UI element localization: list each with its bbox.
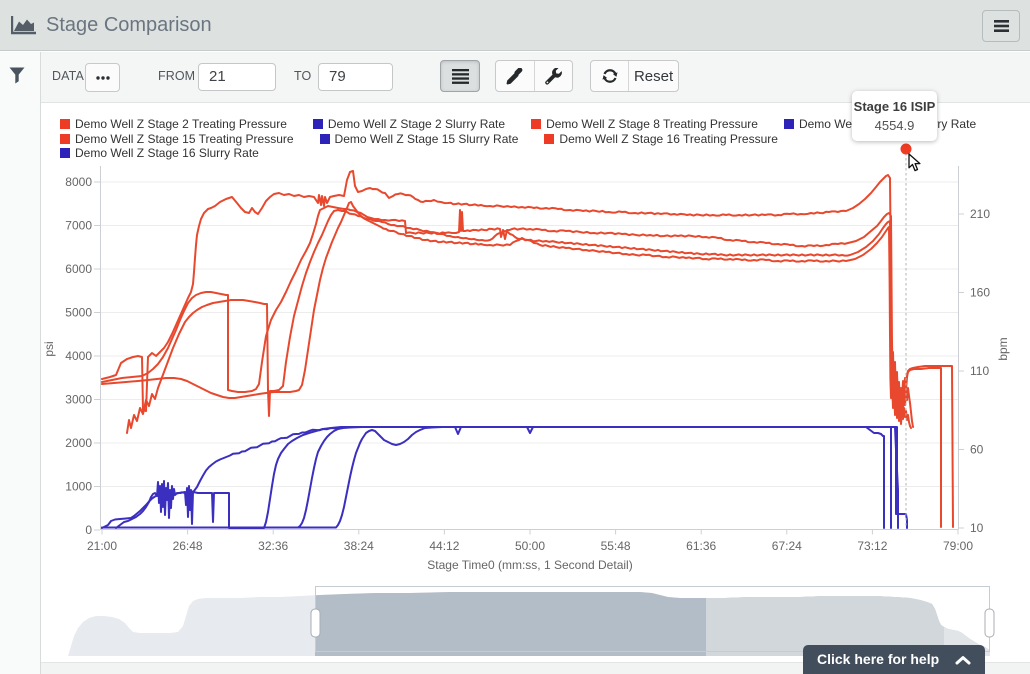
svg-text:4000: 4000 [65, 349, 92, 363]
svg-text:Stage Time0 (mm:ss, 1 Second D: Stage Time0 (mm:ss, 1 Second Detail) [427, 558, 632, 572]
svg-text:160: 160 [970, 286, 990, 300]
svg-text:61:36: 61:36 [686, 539, 716, 553]
svg-text:32:36: 32:36 [258, 539, 288, 553]
svg-text:1000: 1000 [65, 480, 92, 494]
svg-text:210: 210 [970, 207, 990, 221]
svg-text:50:00: 50:00 [515, 539, 545, 553]
svg-text:55:48: 55:48 [601, 539, 631, 553]
svg-text:7000: 7000 [65, 219, 92, 233]
svg-text:5000: 5000 [65, 306, 92, 320]
svg-text:0: 0 [85, 523, 92, 537]
svg-text:110: 110 [970, 364, 989, 378]
svg-text:3000: 3000 [65, 393, 92, 407]
svg-text:79:00: 79:00 [943, 539, 973, 553]
svg-text:73:12: 73:12 [857, 539, 887, 553]
svg-text:44:12: 44:12 [429, 539, 459, 553]
svg-text:26:48: 26:48 [173, 539, 203, 553]
svg-text:60: 60 [970, 443, 984, 457]
svg-text:2000: 2000 [65, 436, 92, 450]
svg-text:6000: 6000 [65, 262, 92, 276]
svg-text:bpm: bpm [996, 337, 1010, 360]
svg-text:10: 10 [970, 521, 984, 535]
svg-text:8000: 8000 [65, 175, 92, 189]
svg-text:67:24: 67:24 [772, 539, 802, 553]
svg-text:psi: psi [42, 341, 56, 356]
svg-text:38:24: 38:24 [344, 539, 374, 553]
svg-text:21:00: 21:00 [87, 539, 117, 553]
